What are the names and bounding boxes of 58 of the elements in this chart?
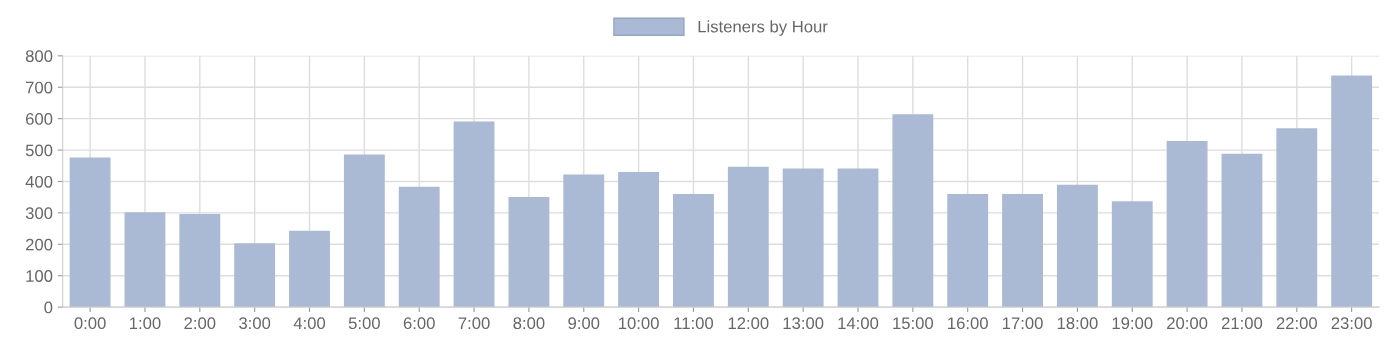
y-tick-label: 100 [26, 270, 53, 282]
y-tick-label: 800 [25, 50, 53, 63]
x-tick-label: 3:00 [239, 317, 271, 330]
x-tick-label: 9:00 [568, 317, 600, 330]
bar [343, 154, 385, 308]
bar [453, 121, 495, 308]
bar [1276, 128, 1318, 308]
x-tick-label: 19:00 [1112, 317, 1153, 330]
x-tick-label: 16:00 [948, 317, 988, 330]
x-tick-label: 1:00 [130, 317, 161, 330]
bar [673, 193, 714, 308]
x-tick-label: 15:00 [893, 317, 934, 330]
legend-label: Listeners by Hour [698, 20, 828, 36]
bar [234, 243, 276, 308]
x-tick-label: 8:00 [513, 317, 545, 330]
bar [1331, 75, 1373, 308]
x-tick-label: 4:00 [293, 317, 326, 330]
x-tick-label: 12:00 [728, 317, 769, 330]
x-tick-label: 23:00 [1331, 317, 1372, 330]
x-tick-label: 11:00 [674, 317, 714, 330]
x-tick-label: 20:00 [1167, 317, 1208, 330]
bar [1002, 193, 1043, 308]
y-tick-label: 600 [26, 113, 53, 125]
y-tick-label: 0 [44, 301, 53, 314]
bar [618, 171, 660, 308]
bar [69, 157, 111, 308]
y-tick-label: 200 [26, 238, 53, 251]
y-tick-label: 700 [26, 81, 53, 94]
bar [1166, 140, 1208, 308]
bar [1111, 201, 1153, 308]
x-tick-label: 14:00 [838, 317, 879, 330]
x-tick-label: 17:00 [1002, 317, 1043, 330]
x-tick-label: 10:00 [619, 317, 659, 330]
bar [563, 174, 605, 308]
x-tick-label: 6:00 [403, 317, 435, 330]
x-tick-label: 22:00 [1276, 317, 1317, 330]
bar [289, 230, 330, 308]
bar [508, 197, 550, 308]
bar [892, 114, 934, 308]
x-tick-label: 7:00 [458, 317, 490, 330]
bar [782, 168, 824, 308]
bar [947, 193, 989, 308]
bar [124, 212, 166, 308]
x-tick-label: 21:00 [1221, 317, 1263, 330]
x-tick-label: 5:00 [348, 317, 380, 330]
bar [398, 186, 440, 308]
y-tick-label: 400 [25, 175, 53, 188]
x-tick-label: 0:00 [74, 317, 106, 330]
bar [1221, 153, 1263, 308]
x-tick-label: 2:00 [184, 317, 216, 330]
x-tick-label: 13:00 [783, 317, 824, 330]
bar [179, 214, 221, 308]
bar [1056, 184, 1098, 308]
bar [837, 168, 879, 308]
y-tick-label: 300 [25, 207, 53, 220]
y-tick-label: 500 [25, 144, 53, 157]
x-tick-label: 18:00 [1057, 317, 1098, 330]
bar [727, 166, 769, 308]
